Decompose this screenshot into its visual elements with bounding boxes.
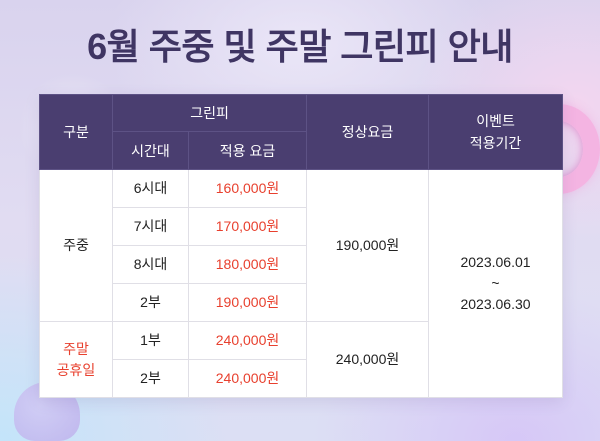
event-period-cell: 2023.06.01 ~ 2023.06.30 [428, 169, 564, 398]
header-greenfee: 그린피 [111, 94, 308, 132]
greenfee-table: 구분 그린피 정상요금 이벤트 적용기간 시간대 적용 요금 주중 6시대 16… [39, 94, 564, 398]
header-event-period-line2: 적용기간 [469, 135, 522, 151]
weekend-regular-rate: 240,000원 [306, 321, 430, 398]
table-row: 주말 공휴일 1부 240,000원 240,000원 [39, 321, 563, 398]
header-timeslot: 시간대 [112, 131, 189, 170]
timeslot-cell: 1부 [112, 321, 189, 360]
header-event-period: 이벤트 적용기간 [428, 94, 564, 170]
event-period-start: 2023.06.01 [460, 254, 531, 270]
timeslot-cell: 7시대 [112, 207, 189, 246]
weekday-regular-rate: 190,000원 [306, 169, 430, 322]
header-category: 구분 [39, 94, 113, 170]
event-period-end: 2023.06.30 [460, 296, 531, 312]
applied-rate-cell: 180,000원 [187, 245, 308, 284]
table-row: 7시대 170,000원 [40, 207, 563, 246]
table-header: 구분 그린피 정상요금 이벤트 적용기간 시간대 적용 요금 [39, 94, 564, 170]
timeslot-cell: 6시대 [112, 169, 189, 208]
header-regular-rate: 정상요금 [306, 94, 430, 170]
weekend-holiday-label: 주말 공휴일 [39, 321, 113, 398]
weekend-label-line2: 공휴일 [56, 361, 96, 378]
header-row: 구분 그린피 정상요금 이벤트 적용기간 [39, 94, 564, 170]
timeslot-cell: 2부 [112, 283, 189, 322]
timeslot-cell: 8시대 [112, 245, 189, 284]
applied-rate-cell: 240,000원 [187, 359, 308, 398]
applied-rate-cell: 170,000원 [187, 207, 308, 246]
applied-rate-cell: 240,000원 [187, 321, 308, 360]
applied-rate-cell: 190,000원 [187, 283, 308, 322]
weekend-label-line1: 주말 [63, 340, 89, 357]
table-row: 주중 6시대 160,000원 190,000원 2023.06.01 ~ 20… [39, 169, 564, 398]
event-period-separator: ~ [491, 275, 500, 291]
header-row: 시간대 적용 요금 [40, 131, 563, 170]
header-applied-rate: 적용 요금 [187, 131, 308, 170]
header-event-period-line1: 이벤트 [476, 113, 515, 129]
table-body: 주중 6시대 160,000원 190,000원 2023.06.01 ~ 20… [39, 169, 564, 398]
table-row: 2부 190,000원 [40, 283, 563, 322]
applied-rate-cell: 160,000원 [187, 169, 308, 208]
page-title: 6월 주중 및 주말 그린피 안내 [87, 26, 513, 67]
table-row: 2부 240,000원 [40, 359, 563, 398]
weekday-label: 주중 [39, 169, 113, 322]
timeslot-cell: 2부 [112, 359, 189, 398]
